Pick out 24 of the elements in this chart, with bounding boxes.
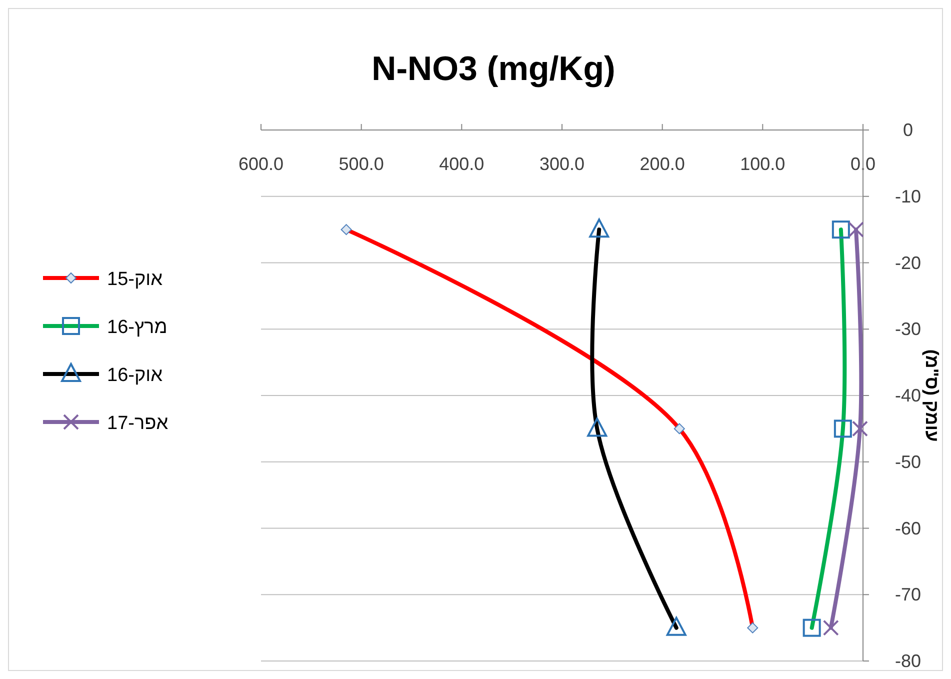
y-tick-label: 0: [902, 120, 914, 140]
x-tick-label: 100.0: [740, 154, 786, 174]
x-tick-label: 300.0: [539, 154, 585, 174]
legend-label: אוק-16: [107, 365, 163, 386]
point: [848, 222, 864, 238]
y-tick-label: -60: [894, 518, 922, 538]
legend-label: מרץ-16: [107, 317, 168, 338]
x-tick-label: 500.0: [338, 154, 384, 174]
y-tick-label: -20: [894, 252, 922, 273]
y-tick-label: -80: [894, 651, 922, 671]
y-tick-label: -70: [894, 584, 922, 605]
legend-label: אוק-15: [107, 269, 163, 290]
x-tick-label: 200.0: [640, 154, 685, 174]
y-axis-title: עומק (ס"מ): [922, 349, 942, 442]
point: [852, 420, 868, 437]
point: [822, 620, 839, 636]
y-tick-label: -30: [894, 319, 922, 340]
y-tick-label: -40: [894, 386, 922, 406]
y-tick-label: -10: [894, 186, 922, 206]
x-tick-label: 400.0: [439, 154, 484, 174]
chart-title: N-NO3 (mg/Kg): [372, 50, 616, 88]
legend-label: אפר-17: [107, 413, 168, 434]
y-tick-label: -50: [894, 452, 922, 472]
x-tick-label: 600.0: [238, 154, 284, 174]
